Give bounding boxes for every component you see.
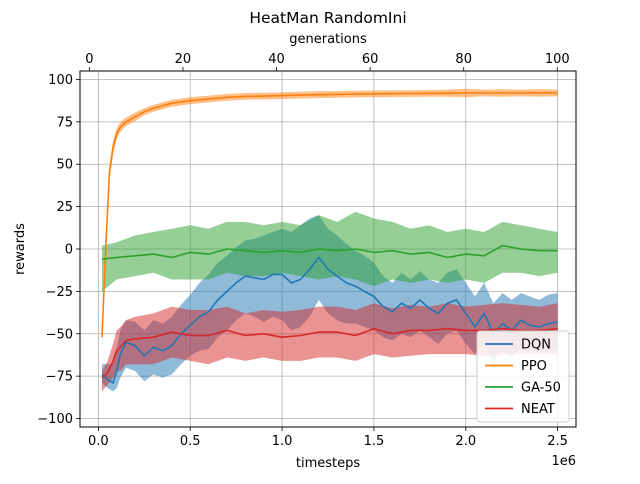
band-dqn <box>102 215 558 392</box>
legend-label-dqn: DQN <box>521 338 551 353</box>
y-tick-label: 50 <box>56 158 73 173</box>
band-ga-50 <box>102 211 558 292</box>
chart-title: HeatMan RandomIni <box>249 9 406 27</box>
x-axis-label: timesteps <box>296 456 360 471</box>
y-tick-label: 100 <box>48 73 73 88</box>
y-tick-label: 75 <box>56 115 73 130</box>
x2-tick-label: 20 <box>175 52 192 67</box>
band-neat <box>102 303 558 392</box>
y-tick-label: −50 <box>46 327 73 342</box>
line-ga-50 <box>101 244 558 260</box>
x-axis-multiplier: 1e6 <box>551 454 576 469</box>
confidence-bands <box>102 88 558 392</box>
x-tick-label: 0.5 <box>180 434 201 449</box>
x2-axis-label: generations <box>289 32 367 47</box>
line-neat <box>101 327 558 379</box>
x-tick-label: 1.0 <box>272 434 293 449</box>
x-tick-label: 2.0 <box>455 434 476 449</box>
y-tick-label: 0 <box>65 243 73 258</box>
x-tick-label: 0.0 <box>88 434 109 449</box>
y-tick-label: −25 <box>46 285 73 300</box>
legend-label-neat: NEAT <box>521 402 555 417</box>
x2-tick-label: 40 <box>268 52 285 67</box>
x2-axis-ticks: 0 20 40 60 80 100 <box>85 52 570 71</box>
legend-label-ppo: PPO <box>521 359 547 374</box>
x-tick-label: 1.5 <box>364 434 385 449</box>
x-axis-ticks: 0.0 0.5 1.0 1.5 2.0 2.5 <box>88 427 568 449</box>
x2-tick-label: 0 <box>85 52 93 67</box>
line-dqn <box>101 256 558 384</box>
line-ppo <box>101 92 558 338</box>
x2-tick-label: 100 <box>545 52 570 67</box>
x2-tick-label: 60 <box>362 52 379 67</box>
legend-label-ga-50: GA-50 <box>521 381 561 396</box>
y-tick-label: −100 <box>37 412 73 427</box>
y-axis-label: rewards <box>13 223 28 275</box>
legend-box <box>476 330 570 423</box>
legend: DQN PPO GA-50 NEAT <box>476 330 570 423</box>
x-tick-label: 2.5 <box>547 434 568 449</box>
x2-tick-label: 80 <box>455 52 472 67</box>
y-tick-label: 25 <box>56 200 73 215</box>
series-lines <box>101 92 558 384</box>
y-tick-label: −75 <box>46 370 73 385</box>
y-axis-ticks: 100 75 50 25 0 −25 −50 −75 −100 <box>37 73 80 427</box>
